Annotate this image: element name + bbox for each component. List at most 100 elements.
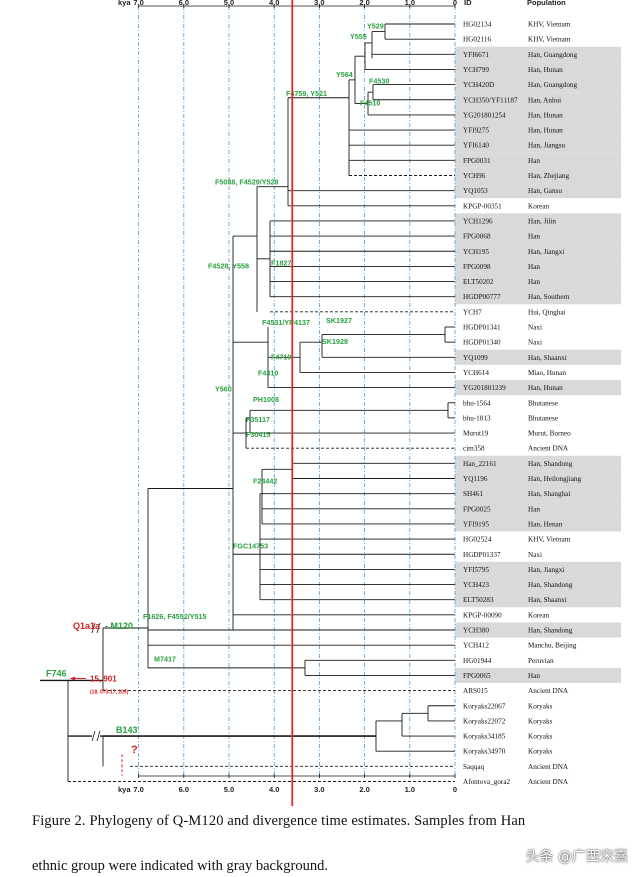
node-label: F4530 [369,77,389,86]
branch-break-marker [96,622,101,634]
sample-id: FPG0025 [463,505,491,513]
branch-break-marker [92,623,100,633]
axis-tick-label: 7.0 [133,0,143,7]
sample-population: Han, Hunan [528,66,563,74]
node-label-f746: F746 [46,668,67,678]
han-background-row [455,501,621,517]
sample-id: HG02524 [463,536,492,544]
sample-id: YCH420D [463,81,494,89]
axis-tick-label: 5.0 [224,785,234,794]
sample-id: YQ1196 [463,475,488,483]
sample-population: Han, Shandong [528,627,573,635]
sample-population: Han [528,233,540,241]
node-label-b143: B143 [116,725,138,735]
sample-population: Miao, Hunan [528,369,566,377]
sample-population: Bhutanese [528,399,558,407]
node-label: F30415 [246,430,270,439]
han-background-row [455,576,621,593]
han-background-row [455,46,621,62]
sample-population: KHV, Vietnam [528,536,571,544]
sample-population: Han, Jilin [528,217,556,225]
sample-id: ELT50283 [463,596,494,604]
unknown-date-marker: ? [131,744,138,756]
sample-population: Han, Shaanxi [528,354,567,362]
sample-population: Han, Guangdong [528,81,578,89]
sample-id: FPG0065 [463,672,491,680]
sample-id: YCH1296 [463,217,493,225]
sample-population: Han [528,157,540,165]
sample-population: Han, Jiangxi [528,248,564,256]
han-background-row [455,486,621,502]
node-label: Y564 [336,70,353,79]
han-background-row [455,228,621,244]
sample-id: bhu-1564 [463,399,491,407]
population-column-header: Population [527,0,566,7]
sample-id: YCH195 [463,248,489,256]
id-column-header: ID [464,0,472,7]
branch-break-marker [91,622,96,634]
node-label: F4528, Y558 [208,261,249,270]
sample-id: YFI9275 [463,127,489,135]
sample-id: YFI9195 [463,520,489,528]
sample-id: Saqqaq [463,763,485,771]
axis-tick-label: 1.0 [405,785,415,794]
han-background-row [455,470,621,487]
axis-tick-label: 0 [453,0,457,7]
sample-population: Han [528,263,540,271]
caption-line-2: ethnic group were indicated with gray ba… [32,858,328,874]
han-background-row [455,107,621,123]
sample-population: Han [528,505,540,513]
sample-id: Koryaks22072 [463,717,506,725]
han-background-row [455,243,621,259]
sample-id: YCH380 [463,627,489,635]
sample-population: Bhutanese [528,414,558,422]
sample-population: Han [528,672,540,680]
sample-id: YG201801254 [463,111,506,119]
sample-id: YCH423 [463,581,489,589]
axis-tick-label: 6.0 [179,0,189,7]
sample-id: KPGP-00090 [463,611,502,619]
sample-id: YQ1099 [463,354,488,362]
sample-id: Koryaks22067 [463,702,506,710]
han-background-row [455,213,621,229]
sample-population: Ancient DNA [528,687,569,695]
sample-population: Han, Heilongjiang [528,475,582,483]
node-label-q1a1a: Q1a1a [73,621,101,631]
sample-table: HG02134 KHV, Vietnam HG02116 KHV, Vietnam YF… [463,21,582,787]
sample-id: Murut19 [463,430,489,438]
node-label: F1626, F4552/Y515 [143,612,207,621]
caption-line-1: Figure 2. Phylogeny of Q-M120 and diverg… [32,813,526,829]
han-background-row [455,592,621,608]
sample-id: HGDP01341 [463,324,501,332]
branch-break-marker [96,730,101,742]
sample-id: Han_22161 [463,460,497,468]
sample-id: YCH412 [463,642,489,650]
sample-population: Ancient DNA [528,763,569,771]
axis-tick-label: 6.0 [179,785,189,794]
axis-tick-label: 2.0 [359,785,369,794]
han-background-row [455,273,621,290]
node-label: Y560 [215,385,232,394]
sample-population: Koryaks [528,717,553,725]
sample-population: Han, Shanghai [528,490,570,498]
sample-id: HGDP00777 [463,293,501,301]
sample-population: Han, Shaanxi [528,596,567,604]
han-background-row [455,380,621,396]
sample-id: YCH7 [463,308,482,316]
sample-population: Koryaks [528,702,553,710]
sample-population: Ancient DNA [528,445,569,453]
sample-population: Han, Jiangxi [528,566,564,574]
node-label: F35117 [246,415,270,424]
han-background-row [455,622,621,638]
node-label: M7417 [154,654,176,663]
sample-population: Han, Hunan [528,127,563,135]
sample-id: SH461 [463,490,483,498]
han-background-row [455,516,621,532]
sample-id: HGDP01340 [463,339,501,347]
han-background-row [455,167,621,184]
sample-id: Koryaks34185 [463,733,506,741]
node-label: FGC14753 [233,541,268,550]
node-label: F5088, F4529/Y528 [215,178,279,187]
axis-tick-label: 7.0 [133,785,143,794]
